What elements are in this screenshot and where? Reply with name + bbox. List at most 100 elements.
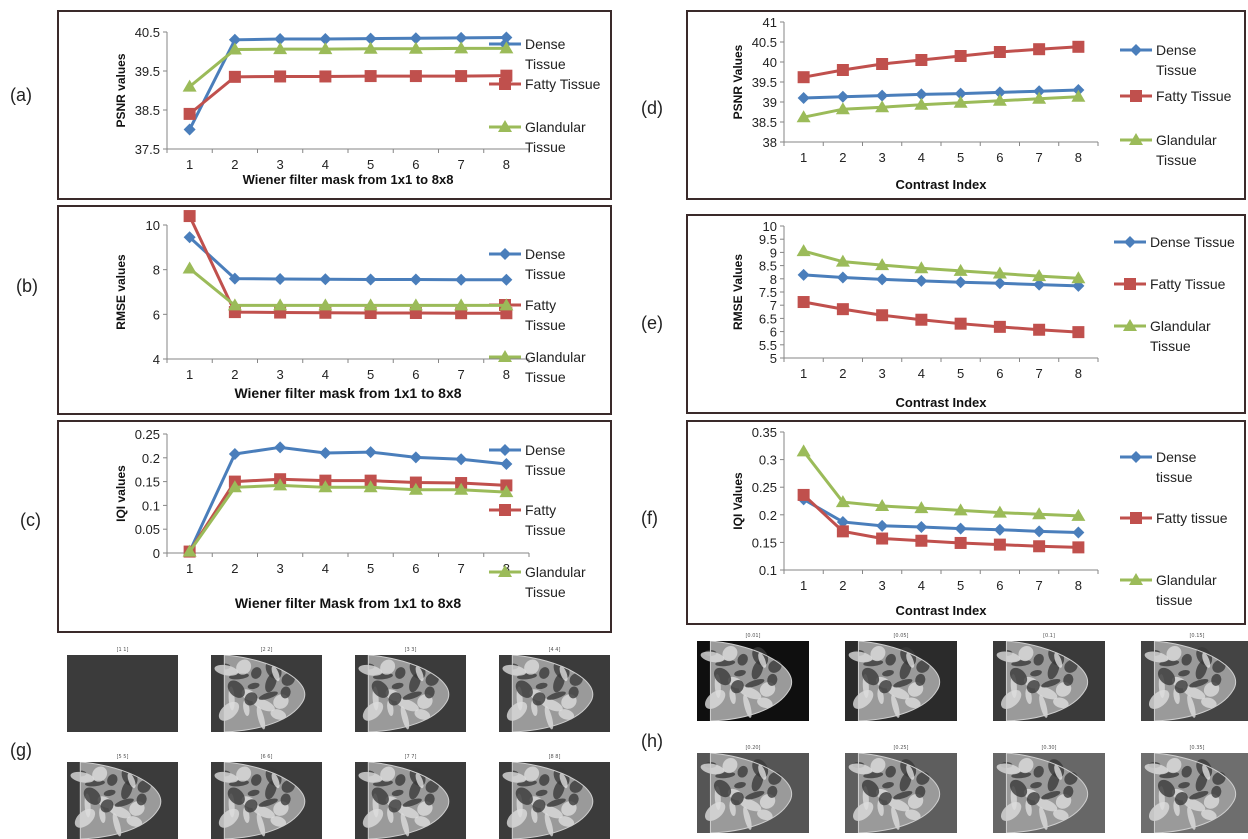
y-tick-label: 0.25 <box>135 427 160 442</box>
data-point-red <box>1072 326 1085 339</box>
data-point-blue <box>954 276 967 289</box>
data-point-green <box>796 244 811 257</box>
thumbnail-image <box>993 753 1105 833</box>
legend-label: tissue <box>1156 592 1193 608</box>
data-point-red <box>183 107 196 120</box>
data-point-red <box>274 70 287 83</box>
y-tick-label: 40.5 <box>752 35 777 50</box>
mammogram-shape <box>502 762 594 839</box>
y-axis-label: PSNR Values <box>731 44 745 119</box>
data-point-blue <box>836 271 849 284</box>
y-tick-label: 0.25 <box>752 480 777 495</box>
data-point-blue <box>1033 278 1046 291</box>
panel-label-a: (a) <box>10 85 32 105</box>
legend-label: Tissue <box>525 522 566 538</box>
chart-d: 38 38.5 39 39.5 40 40.5 41 1 2 3 4 5 6 7 8 Contrast Ind… <box>731 15 1232 192</box>
mammogram-thumbnail: [0.35] <box>1141 745 1248 833</box>
data-point-red <box>915 534 928 547</box>
x-tick-label: 1 <box>800 366 807 381</box>
thumbnail-caption: [7 7] <box>404 754 417 760</box>
data-point-green <box>499 298 514 311</box>
data-point-green <box>499 41 514 54</box>
thumbnail-caption: [3 3] <box>404 647 417 653</box>
x-axis-label: Contrast Index <box>895 603 987 618</box>
legend-marker-blue <box>499 248 511 260</box>
x-axis-label: Wiener filter mask from 1x1 to 8x8 <box>234 385 461 401</box>
panel-a: 37.5 38.5 39.5 40.5 1 2 3 4 5 6 7 8 Wiener filter ma… <box>57 10 612 200</box>
y-tick-label: 0.2 <box>759 508 777 523</box>
data-point-green <box>953 503 968 516</box>
y-axis-label: IQI values <box>114 465 128 522</box>
mammogram-thumbnail: [0.25] <box>845 745 957 833</box>
panel-label-d: (d) <box>641 98 663 118</box>
series-line-blue <box>803 273 1079 288</box>
legend-label: Tissue <box>525 139 566 155</box>
data-point-green <box>454 41 469 54</box>
y-tick-label: 0.35 <box>752 425 777 440</box>
x-tick-label: 6 <box>996 578 1003 593</box>
x-tick-label: 6 <box>412 561 419 576</box>
data-point-green <box>454 482 469 495</box>
x-axis-label: Wiener filter mask from 1x1 to 8x8 <box>243 172 454 187</box>
thumbnail-image <box>499 655 610 732</box>
data-point-blue <box>915 274 928 287</box>
x-axis-label: Contrast Index <box>895 395 987 410</box>
data-point-blue <box>876 89 889 102</box>
data-point-green <box>408 482 423 495</box>
data-point-green <box>363 480 378 493</box>
x-tick-label: 4 <box>918 366 925 381</box>
legend-label: Tissue <box>1150 338 1191 354</box>
y-tick-label: 38 <box>763 135 777 150</box>
series-line-red <box>188 477 507 553</box>
mammogram-thumbnail: [0.01] <box>697 633 809 721</box>
data-point-blue <box>500 457 513 470</box>
data-point-blue <box>500 273 513 286</box>
legend-marker-blue <box>499 444 511 456</box>
legend-marker-green <box>1123 319 1137 331</box>
x-tick-label: 5 <box>957 366 964 381</box>
panel-label-f: (f) <box>641 508 658 528</box>
x-axis-label: Contrast Index <box>895 177 987 192</box>
chart-f: 0.1 0.15 0.2 0.25 0.3 0.35 1 2 3 4 5 6 7 8 Contrast In… <box>731 425 1228 618</box>
x-tick-label: 1 <box>186 561 193 576</box>
panel-e: 5 5.5 6 6.5 7 7.5 8 8.5 9 9.5 10 1 2 3 4 5 6 7 8 Contrast I… <box>686 214 1246 414</box>
x-axis-label: Wiener filter Mask from 1x1 to 8x8 <box>235 595 462 611</box>
data-point-green <box>992 266 1007 279</box>
mammogram-shape <box>1144 753 1236 833</box>
thumbnail-image <box>1141 641 1248 721</box>
data-point-blue <box>364 446 377 459</box>
data-point-blue <box>409 32 422 45</box>
x-tick-label: 8 <box>1075 578 1082 593</box>
y-axis-label: PSNR values <box>114 53 128 127</box>
legend-label: Tissue <box>525 266 566 282</box>
legend-label: tissue <box>1156 469 1193 485</box>
thumbnail-image <box>67 655 178 732</box>
y-tick-label: 9 <box>770 245 777 260</box>
data-point-green <box>182 544 197 557</box>
data-point-green <box>992 505 1007 518</box>
data-point-blue <box>183 123 196 136</box>
data-point-blue <box>876 273 889 286</box>
legend-label: Tissue <box>1156 152 1197 168</box>
y-axis-label: IQI Values <box>731 472 745 530</box>
x-tick-label: 3 <box>277 367 284 382</box>
data-point-red <box>915 313 928 326</box>
mammogram-thumbnail: [2 2] <box>211 647 322 732</box>
legend-label: Glandular <box>1150 318 1211 334</box>
data-point-green <box>363 298 378 311</box>
legend-label: Dense <box>1156 449 1197 465</box>
x-tick-label: 8 <box>1075 150 1082 165</box>
y-tick-label: 39.5 <box>135 64 160 79</box>
x-tick-label: 6 <box>996 150 1003 165</box>
data-point-blue <box>409 273 422 286</box>
y-tick-label: 39.5 <box>752 75 777 90</box>
panel-label-h: (h) <box>641 731 663 751</box>
data-point-red <box>228 70 241 83</box>
thumbnail-caption: [0.20] <box>745 745 761 751</box>
x-tick-label: 2 <box>231 157 238 172</box>
x-tick-label: 1 <box>186 157 193 172</box>
legend-label: Glandular <box>525 119 586 135</box>
thumbnail-caption: [1 1] <box>116 647 129 653</box>
y-tick-label: 38.5 <box>752 115 777 130</box>
x-tick-label: 5 <box>367 561 374 576</box>
